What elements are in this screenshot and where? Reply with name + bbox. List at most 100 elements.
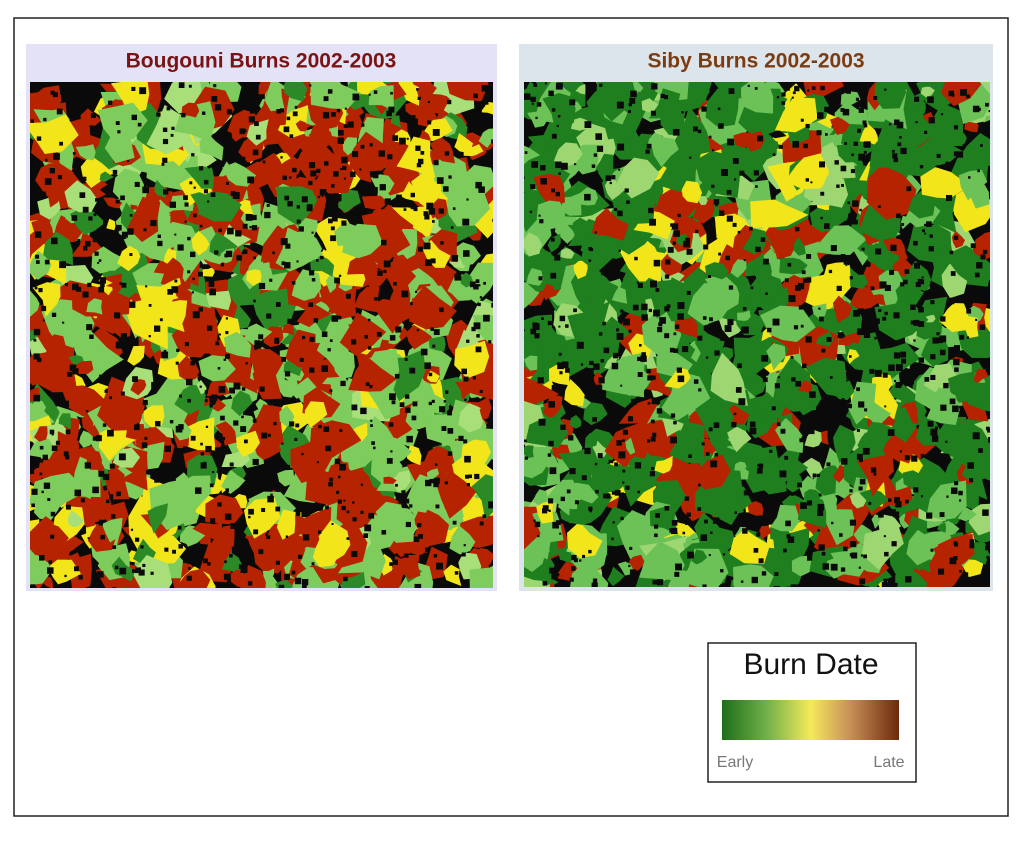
unburned-speck — [242, 223, 248, 229]
unburned-speck — [311, 278, 316, 282]
unburned-speck — [217, 502, 222, 507]
unburned-speck — [531, 161, 538, 168]
burn-patch — [692, 398, 734, 446]
unburned-speck — [948, 297, 955, 305]
unburned-speck — [106, 499, 110, 504]
unburned-speck — [841, 184, 844, 187]
burn-patch — [840, 91, 861, 106]
unburned-speck — [281, 261, 286, 266]
unburned-speck — [420, 348, 428, 356]
unburned-speck — [430, 327, 434, 331]
unburned-speck — [109, 494, 114, 499]
unburned-speck — [611, 491, 616, 495]
unburned-speck — [685, 522, 688, 525]
unburned-speck — [774, 190, 777, 193]
unburned-speck — [905, 499, 909, 504]
unburned-speck — [781, 92, 786, 97]
unburned-speck — [801, 436, 807, 441]
unburned-speck — [83, 246, 88, 251]
unburned-speck — [266, 203, 270, 207]
unburned-speck — [656, 408, 663, 414]
unburned-speck — [712, 517, 720, 524]
unburned-speck — [667, 246, 674, 253]
unburned-speck — [163, 350, 167, 353]
unburned-speck — [475, 109, 482, 117]
burn-patch — [127, 345, 145, 366]
burn-patch — [664, 367, 691, 389]
unburned-speck — [954, 481, 959, 486]
unburned-speck — [417, 523, 422, 528]
unburned-speck — [373, 90, 378, 94]
unburned-speck — [465, 474, 469, 479]
burn-patch — [773, 444, 802, 479]
unburned-speck — [795, 380, 802, 387]
unburned-speck — [919, 165, 924, 169]
unburned-speck — [151, 381, 159, 389]
burn-patch — [80, 155, 114, 188]
unburned-speck — [548, 90, 554, 96]
burn-patch — [871, 373, 893, 397]
unburned-speck — [178, 544, 183, 549]
burn-patch — [547, 233, 561, 253]
burn-patch — [811, 303, 827, 319]
unburned-speck — [725, 255, 730, 261]
burn-patch — [253, 435, 282, 460]
unburned-speck — [605, 175, 612, 181]
unburned-speck — [33, 353, 40, 360]
unburned-speck — [360, 144, 365, 149]
burn-patch — [560, 248, 575, 259]
unburned-speck — [758, 495, 765, 502]
unburned-speck — [65, 455, 70, 460]
unburned-speck — [599, 179, 603, 182]
unburned-speck — [97, 261, 100, 264]
unburned-speck — [313, 318, 319, 323]
unburned-speck — [904, 455, 910, 461]
unburned-speck — [761, 571, 767, 576]
unburned-speck — [247, 581, 253, 586]
unburned-speck — [227, 227, 234, 235]
unburned-speck — [51, 237, 58, 245]
unburned-speck — [72, 283, 79, 291]
unburned-speck — [49, 168, 55, 174]
unburned-speck — [556, 124, 559, 128]
unburned-speck — [819, 316, 824, 322]
unburned-speck — [203, 189, 208, 194]
unburned-speck — [639, 344, 642, 347]
unburned-speck — [131, 86, 136, 91]
unburned-speck — [574, 500, 579, 505]
unburned-speck — [816, 473, 821, 477]
burn-patch — [564, 338, 578, 352]
unburned-speck — [771, 406, 776, 411]
unburned-speck — [374, 297, 378, 301]
unburned-speck — [734, 511, 737, 514]
unburned-speck — [492, 218, 493, 222]
unburned-speck — [311, 562, 315, 566]
unburned-speck — [204, 390, 208, 394]
unburned-speck — [664, 505, 670, 511]
unburned-speck — [971, 299, 976, 303]
unburned-speck — [820, 85, 825, 91]
unburned-speck — [889, 269, 894, 275]
unburned-speck — [621, 493, 626, 498]
unburned-speck — [819, 580, 826, 587]
unburned-speck — [193, 213, 197, 218]
unburned-speck — [747, 84, 750, 87]
unburned-speck — [765, 292, 768, 295]
unburned-speck — [844, 142, 847, 145]
unburned-speck — [82, 176, 87, 181]
unburned-speck — [548, 440, 554, 447]
unburned-speck — [142, 186, 149, 194]
unburned-speck — [156, 112, 161, 117]
unburned-speck — [418, 534, 423, 539]
unburned-speck — [218, 228, 222, 232]
burn-patch — [524, 232, 542, 257]
unburned-speck — [894, 497, 900, 503]
burn-patch — [536, 200, 566, 230]
burn-patch — [236, 430, 260, 458]
unburned-speck — [93, 213, 97, 217]
unburned-speck — [403, 208, 407, 211]
unburned-speck — [199, 385, 202, 388]
unburned-speck — [675, 563, 682, 571]
unburned-speck — [339, 463, 346, 471]
burn-patch — [524, 376, 560, 413]
